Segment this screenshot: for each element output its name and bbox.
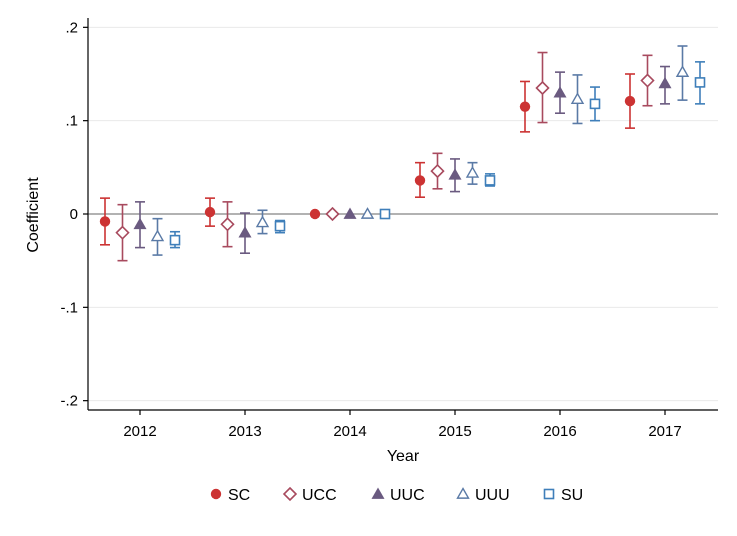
y-tick-label: -.2 bbox=[60, 393, 78, 410]
point-marker bbox=[238, 226, 252, 238]
point-marker bbox=[325, 206, 340, 222]
point-marker bbox=[343, 207, 357, 219]
legend-label: SC bbox=[228, 487, 250, 504]
x-tick-label: 2015 bbox=[438, 423, 471, 440]
legend-marker bbox=[210, 488, 222, 500]
legend-label: UUU bbox=[475, 487, 510, 504]
y-tick-label: .2 bbox=[65, 19, 78, 36]
point-marker bbox=[204, 206, 216, 218]
legend-item-uuc: UUC bbox=[371, 487, 425, 504]
series-su bbox=[169, 61, 706, 249]
point-marker bbox=[255, 215, 270, 228]
series-sc bbox=[99, 73, 636, 246]
legend-label: UUC bbox=[390, 487, 425, 504]
legend-item-uuu: UUU bbox=[456, 487, 510, 504]
y-tick-label: .1 bbox=[65, 113, 78, 130]
legend-marker bbox=[543, 488, 555, 500]
point-marker bbox=[553, 86, 567, 98]
legend-marker bbox=[282, 486, 298, 502]
y-tick-label: -.1 bbox=[60, 299, 78, 316]
point-marker bbox=[448, 168, 462, 180]
series-ucc bbox=[115, 51, 655, 262]
point-marker bbox=[465, 166, 480, 178]
point-marker bbox=[535, 80, 550, 96]
gridlines bbox=[88, 26, 718, 402]
x-axis-label: Year bbox=[387, 448, 420, 465]
point-marker bbox=[169, 234, 181, 246]
legend-label: SU bbox=[561, 487, 583, 504]
series-uuc bbox=[133, 65, 672, 254]
point-marker bbox=[360, 207, 375, 219]
x-tick-label: 2012 bbox=[123, 423, 156, 440]
x-tick-label: 2017 bbox=[648, 423, 681, 440]
legend: SC UCC UUC UUU SU bbox=[210, 486, 583, 504]
legend-label: UCC bbox=[302, 487, 337, 504]
point-marker bbox=[379, 208, 391, 220]
point-marker bbox=[430, 163, 445, 179]
point-marker bbox=[624, 95, 636, 107]
point-marker bbox=[115, 225, 130, 240]
point-marker bbox=[133, 217, 147, 230]
point-marker bbox=[309, 208, 321, 220]
legend-item-su: SU bbox=[543, 487, 583, 504]
data-marks bbox=[99, 45, 706, 262]
x-tick-label: 2013 bbox=[228, 423, 261, 440]
point-marker bbox=[99, 216, 111, 227]
point-marker bbox=[570, 92, 585, 105]
point-marker bbox=[694, 77, 706, 88]
point-marker bbox=[675, 65, 690, 77]
point-marker bbox=[220, 217, 235, 232]
x-tick-label: 2016 bbox=[543, 423, 576, 440]
point-marker bbox=[589, 98, 601, 110]
point-marker bbox=[640, 73, 655, 88]
legend-item-sc: SC bbox=[210, 487, 250, 504]
point-marker bbox=[150, 229, 165, 242]
axes: -.2 -.1 0 .1 .2 2012 2013 2014 2015 2016 2017 bbox=[60, 18, 718, 440]
y-axis-label: Coefficient bbox=[25, 177, 42, 253]
point-marker bbox=[414, 175, 426, 186]
point-marker bbox=[658, 76, 672, 89]
series-uuu bbox=[150, 45, 690, 256]
legend-item-ucc: UCC bbox=[282, 486, 337, 504]
legend-marker bbox=[371, 487, 385, 499]
legend-marker bbox=[456, 487, 470, 499]
point-marker bbox=[274, 220, 286, 232]
point-marker bbox=[519, 101, 531, 112]
y-tick-label: 0 bbox=[70, 206, 78, 223]
x-tick-label: 2014 bbox=[333, 423, 366, 440]
point-marker bbox=[484, 175, 496, 186]
